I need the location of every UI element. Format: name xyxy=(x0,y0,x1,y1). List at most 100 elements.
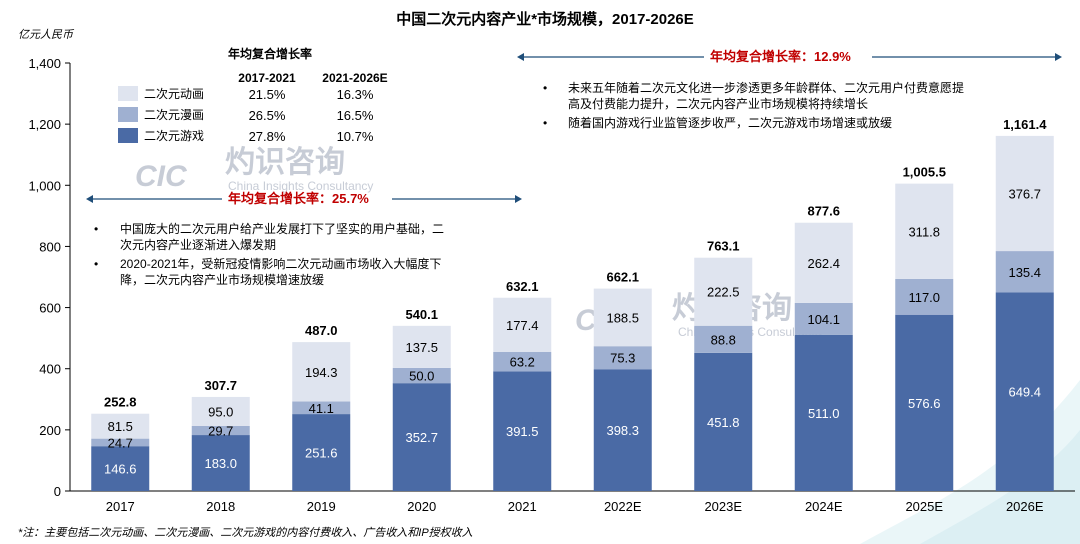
bar-total-label: 307.7 xyxy=(204,378,237,393)
svg-text:•: • xyxy=(543,116,547,130)
notes-left: • 中国庞大的二次元用户给产业发展打下了坚实的用户基础，二 次元内容产业逐渐进入… xyxy=(94,221,444,287)
arrow-right-icon xyxy=(515,195,522,203)
segment-value-label: 183.0 xyxy=(204,456,237,471)
bar-total-label: 1,161.4 xyxy=(1003,117,1047,132)
bar-total-label: 877.6 xyxy=(807,204,840,219)
x-tick-label: 2019 xyxy=(307,499,336,514)
segment-value-label: 177.4 xyxy=(506,318,539,333)
segment-value-label: 398.3 xyxy=(606,423,639,438)
bar-segment xyxy=(392,325,451,368)
bar-total-label: 1,005.5 xyxy=(903,165,946,180)
bar-segment xyxy=(694,257,753,326)
bar-segment xyxy=(493,297,552,352)
arrow-left-icon xyxy=(86,195,93,203)
y-tick-label: 0 xyxy=(54,484,61,499)
bar-segment xyxy=(392,367,451,384)
cagr-table-header-1: 2017-2021 xyxy=(238,71,296,85)
bar-segment xyxy=(593,369,652,491)
svg-text:•: • xyxy=(94,257,98,271)
segment-value-label: 194.3 xyxy=(305,365,338,380)
y-tick-label: 1,400 xyxy=(28,56,61,71)
x-tick-label: 2024E xyxy=(805,499,843,514)
bar-total-label: 487.0 xyxy=(305,323,338,338)
segment-value-label: 146.6 xyxy=(104,462,137,477)
bar-segment xyxy=(191,425,250,436)
segment-value-label: 352.7 xyxy=(405,430,438,445)
legend-label: 二次元漫画 xyxy=(144,108,204,122)
y-tick-label: 1,000 xyxy=(28,178,61,193)
segment-value-label: 391.5 xyxy=(506,424,539,439)
segment-value-label: 117.0 xyxy=(908,290,940,305)
y-tick-label: 600 xyxy=(39,301,61,316)
bar-segment xyxy=(593,288,652,347)
note-left-1-line-1: 中国庞大的二次元用户给产业发展打下了坚实的用户基础，二 xyxy=(120,221,444,236)
bar-segment xyxy=(895,314,954,491)
bar-segment xyxy=(995,251,1054,293)
svg-text:•: • xyxy=(543,81,547,95)
legend-label: 二次元动画 xyxy=(144,87,204,101)
x-tick-label: 2025E xyxy=(905,499,943,514)
footnote: *注：主要包括二次元动画、二次元漫画、二次元游戏的内容付费收入、广告收入和IP授… xyxy=(18,526,473,539)
segment-value-label: 188.5 xyxy=(606,310,639,325)
decorative-wave xyxy=(860,380,1080,544)
x-tick-label: 2023E xyxy=(704,499,742,514)
segment-value-label: 88.8 xyxy=(711,332,736,347)
y-tick-label: 800 xyxy=(39,239,61,254)
bar-segment xyxy=(794,334,853,491)
bar-total-label: 763.1 xyxy=(707,239,740,254)
x-tick-label: 2022E xyxy=(604,499,642,514)
segment-value-label: 451.8 xyxy=(707,415,740,430)
note-right-1-line-1: 未来五年随着二次元文化进一步渗透更多年龄群体、二次元用户付费意愿提 xyxy=(568,80,964,95)
segment-value-label: 511.0 xyxy=(808,406,840,421)
svg-text:•: • xyxy=(94,222,98,236)
x-tick-label: 2017 xyxy=(106,499,135,514)
segment-value-label: 63.2 xyxy=(510,355,535,370)
segment-value-label: 81.5 xyxy=(108,419,133,434)
legend-swatch xyxy=(118,107,138,122)
y-tick-label: 400 xyxy=(39,362,61,377)
y-ticks: 0 200 400 600 800 1,000 1,200 1,400 xyxy=(28,56,70,499)
cagr-value: 27.8% xyxy=(249,129,286,144)
segment-value-label: 24.7 xyxy=(108,435,133,450)
arrow-left-icon xyxy=(517,53,524,61)
y-tick-label: 200 xyxy=(39,423,61,438)
x-tick-label: 2021 xyxy=(508,499,537,514)
watermark-sub: China Insights Consultancy xyxy=(228,179,373,193)
segment-value-label: 649.4 xyxy=(1008,385,1041,400)
arrow-right-icon xyxy=(1055,53,1062,61)
bar-segment xyxy=(292,414,351,491)
bar-segment xyxy=(191,435,250,491)
bar-segment xyxy=(895,183,954,279)
bar-segment xyxy=(493,351,552,372)
bars: 146.6 24.781.5 252.8 183.0 29.7 95.0 307.7 251.… xyxy=(91,117,1054,491)
segment-value-label: 311.8 xyxy=(908,224,940,239)
note-right-1-line-2: 高及付费能力提升，二次元内容产业市场规模将持续增长 xyxy=(568,96,868,111)
bar-segment xyxy=(91,438,150,447)
watermark-brand: 灼识咨询 xyxy=(225,146,345,179)
segment-value-label: 95.0 xyxy=(208,404,233,419)
cagr-left: 年均复合增长率：25.7% xyxy=(86,191,522,206)
note-left-2-line-1: 2020-2021年，受新冠疫情影响二次元动画市场收入大幅度下 xyxy=(120,256,441,271)
bar-segment xyxy=(292,342,351,402)
bar-segment xyxy=(91,413,150,439)
bar-segment xyxy=(392,383,451,491)
bar-segment xyxy=(794,222,853,303)
bar-segment xyxy=(995,292,1054,491)
chart-title: 中国二次元内容产业*市场规模，2017-2026E xyxy=(396,10,694,28)
cagr-table: 年均复合增长率 2017-2021 2021-2026E 二次元动画 21.5% 1… xyxy=(118,46,388,144)
bar-segment xyxy=(995,135,1054,252)
y-tick-label: 1,200 xyxy=(28,117,61,132)
legend-swatch xyxy=(118,128,138,143)
watermark-logo: CIC xyxy=(135,160,188,193)
cagr-value: 16.5% xyxy=(337,108,374,123)
bar-segment xyxy=(794,302,853,335)
segment-value-label: 251.6 xyxy=(305,446,338,461)
segment-value-label: 29.7 xyxy=(208,424,233,439)
cagr-left-label: 年均复合增长率：25.7% xyxy=(228,191,369,206)
segment-value-label: 104.1 xyxy=(807,312,840,327)
cagr-table-title: 年均复合增长率 xyxy=(228,46,312,61)
bar-total-label: 632.1 xyxy=(506,279,539,294)
segment-value-label: 222.5 xyxy=(707,285,740,300)
x-labels: 2017 2018 2019 2020 2021 2022E 2023E 2024E 2025E… xyxy=(106,499,1044,514)
